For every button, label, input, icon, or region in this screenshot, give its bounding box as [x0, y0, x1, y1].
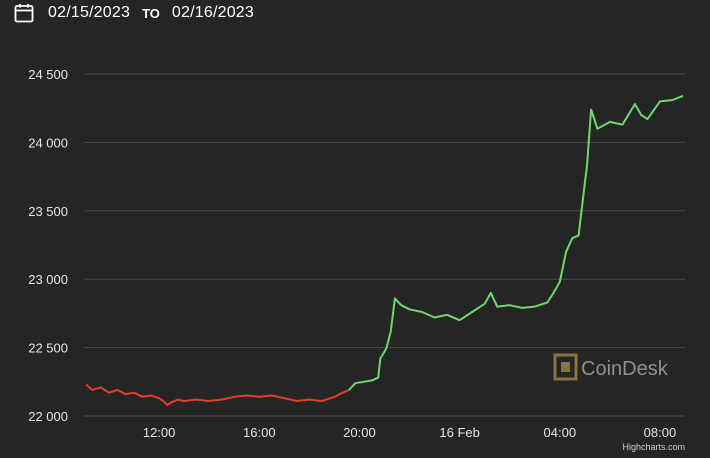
x-tick-label: 20:00: [343, 425, 376, 440]
highcharts-credit[interactable]: Highcharts.com: [622, 442, 685, 452]
coindesk-logo-icon: [553, 353, 578, 381]
x-tick-label: 16:00: [243, 425, 276, 440]
series: [85, 94, 684, 407]
calendar-icon[interactable]: [14, 3, 34, 23]
x-tick-label: 12:00: [143, 425, 176, 440]
y-axis-labels: 22 000 22 500 23 000 23 500 24 000 24 500: [28, 67, 68, 424]
series-line-1[interactable]: [85, 383, 350, 407]
y-tick-label: 24 000: [28, 135, 68, 150]
to-label: TO: [142, 5, 160, 21]
y-tick-label: 22 500: [28, 341, 68, 356]
end-date[interactable]: 02/16/2023: [171, 4, 254, 21]
watermark-text: CoinDesk: [581, 358, 669, 380]
date-range-bar: 02/15/2023 TO 02/16/2023: [14, 2, 254, 24]
grid-lines: [84, 73, 685, 417]
y-tick-label: 23 000: [28, 272, 68, 287]
y-tick-label: 24 500: [28, 67, 68, 82]
start-date[interactable]: 02/15/2023: [48, 4, 131, 21]
coindesk-watermark: CoinDesk: [553, 353, 669, 381]
y-tick-label: 23 500: [28, 204, 68, 219]
x-tick-label: 08:00: [644, 425, 677, 440]
x-axis-labels: 12:00 16:00 20:00 16 Feb 04:00 08:00: [143, 425, 676, 440]
x-tick-label: 16 Feb: [439, 425, 479, 440]
y-tick-label: 22 000: [28, 409, 68, 424]
x-tick-label: 04:00: [544, 425, 577, 440]
series-line-2[interactable]: [348, 94, 684, 391]
